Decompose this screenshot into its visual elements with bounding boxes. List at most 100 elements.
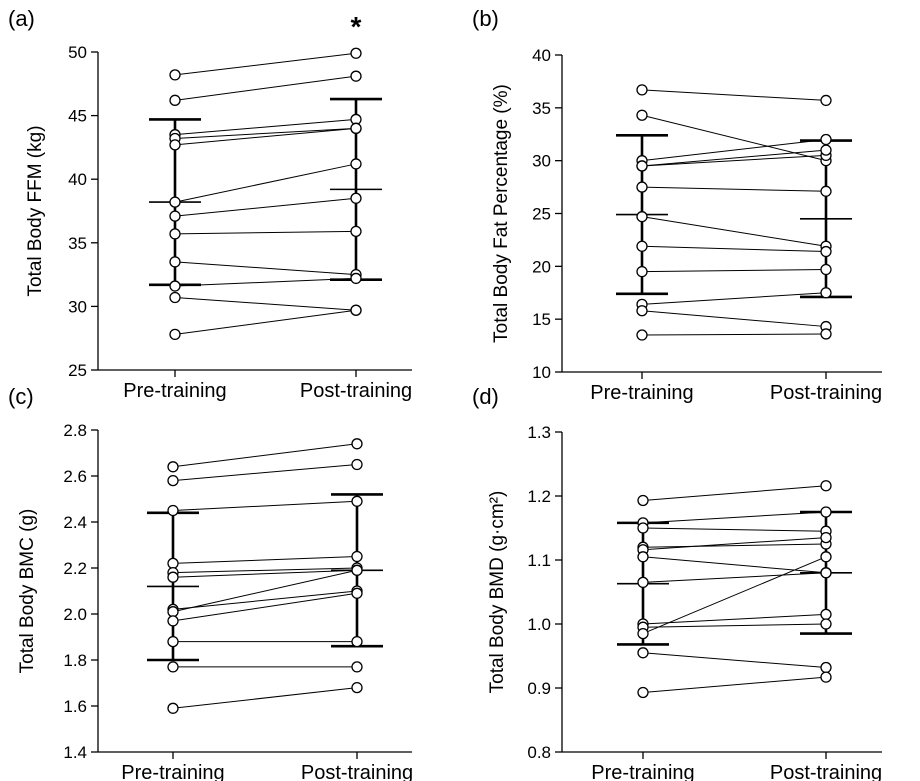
pair-line xyxy=(642,572,827,583)
pair-line xyxy=(174,277,357,287)
point-post xyxy=(351,564,363,576)
point-pre xyxy=(169,328,181,341)
pair-line xyxy=(174,75,357,101)
y-tick-label: 1.0 xyxy=(527,615,551,634)
pair-line xyxy=(172,443,358,468)
pair-line xyxy=(172,500,358,511)
y-axis-label: Total Body Fat Percentage (%) xyxy=(491,84,512,343)
y-tick-label: 15 xyxy=(532,310,551,329)
pair-line xyxy=(641,89,827,101)
pair-line xyxy=(641,333,827,336)
pair-line xyxy=(642,543,827,548)
point-post xyxy=(820,245,832,258)
point-post xyxy=(820,661,832,674)
panel-a: (a) 25 30 35 40 45 50 Pre-training Post-training… xyxy=(8,6,412,402)
point-post xyxy=(351,635,363,648)
point-pre xyxy=(167,606,179,618)
point-post xyxy=(820,480,832,492)
y-tick-label: 2.0 xyxy=(63,605,87,624)
pair-line xyxy=(174,52,357,76)
pair-line xyxy=(174,230,357,235)
point-post xyxy=(350,122,362,134)
point-pre xyxy=(637,627,649,640)
pair-line xyxy=(174,296,357,311)
point-post xyxy=(820,263,832,276)
point-pre xyxy=(167,461,179,473)
pair-line xyxy=(172,687,358,709)
y-tick-label: 50 xyxy=(68,43,87,62)
pair-line xyxy=(641,216,827,247)
point-pre xyxy=(637,494,649,507)
x-tick-label: Post-training xyxy=(770,762,882,781)
y-tick-label: 2.8 xyxy=(63,421,87,440)
pair-line xyxy=(172,592,358,622)
significance-star: * xyxy=(351,11,362,42)
point-post xyxy=(820,618,832,630)
point-pre xyxy=(636,240,648,252)
point-post xyxy=(820,94,832,107)
point-pre xyxy=(167,474,179,487)
point-post xyxy=(350,272,362,285)
point-pre xyxy=(636,160,648,172)
x-tick-label: Post-training xyxy=(300,380,412,402)
point-pre xyxy=(167,635,179,648)
point-post xyxy=(820,506,832,518)
point-post xyxy=(351,681,363,694)
x-tick-label: Post-training xyxy=(301,762,413,781)
pair-line xyxy=(642,527,827,532)
point-post xyxy=(351,495,363,507)
pair-line xyxy=(174,127,357,139)
point-post xyxy=(820,608,832,621)
point-pre xyxy=(637,522,649,534)
y-tick-label: 25 xyxy=(68,361,87,380)
point-post xyxy=(820,671,832,683)
y-tick-label: 35 xyxy=(532,99,551,118)
point-pre xyxy=(167,571,179,583)
panel-label: (a) xyxy=(8,6,35,31)
pair-line xyxy=(174,261,357,276)
point-pre xyxy=(167,661,179,673)
point-pre xyxy=(637,686,649,699)
point-pre xyxy=(636,109,648,121)
pair-line xyxy=(642,613,827,625)
point-pre xyxy=(169,291,181,304)
point-pre xyxy=(169,139,181,151)
pair-line xyxy=(642,537,827,551)
point-post xyxy=(351,587,363,599)
point-pre xyxy=(167,557,179,570)
y-tick-label: 25 xyxy=(532,205,551,224)
pair-line xyxy=(172,556,358,564)
y-tick-label: 30 xyxy=(532,152,551,171)
point-post xyxy=(820,567,832,579)
pair-line xyxy=(174,118,357,136)
pair-line xyxy=(174,197,357,217)
y-tick-label: 30 xyxy=(68,297,87,316)
pair-line xyxy=(172,569,358,613)
x-tick-label: Pre-training xyxy=(591,762,694,781)
panel-label: (b) xyxy=(472,6,499,31)
y-axis-label: Total Body BMD (g·cm²) xyxy=(487,491,508,694)
pair-line xyxy=(172,569,358,578)
point-post xyxy=(820,328,832,340)
y-tick-label: 35 xyxy=(68,234,87,253)
point-pre xyxy=(169,210,181,222)
y-axis-label: Total Body FFM (kg) xyxy=(25,125,46,296)
pair-line xyxy=(641,310,827,328)
point-pre xyxy=(636,329,648,341)
pair-line xyxy=(174,127,357,146)
point-post xyxy=(820,185,832,197)
point-pre xyxy=(167,504,179,517)
y-tick-label: 10 xyxy=(532,363,551,382)
pair-line xyxy=(642,676,827,693)
pair-line xyxy=(642,652,827,669)
point-post xyxy=(820,287,832,299)
pair-line xyxy=(641,154,827,167)
y-tick-label: 0.9 xyxy=(527,679,551,698)
point-pre xyxy=(636,211,648,223)
panel-d: (d) 0.8 0.9 1.0 1.1 1.2 1.3 Pre-training Post-tr… xyxy=(472,384,882,781)
point-pre xyxy=(169,196,181,208)
point-pre xyxy=(169,228,181,240)
y-tick-label: 0.8 xyxy=(527,743,551,762)
point-pre xyxy=(636,84,648,96)
point-pre xyxy=(167,615,179,627)
